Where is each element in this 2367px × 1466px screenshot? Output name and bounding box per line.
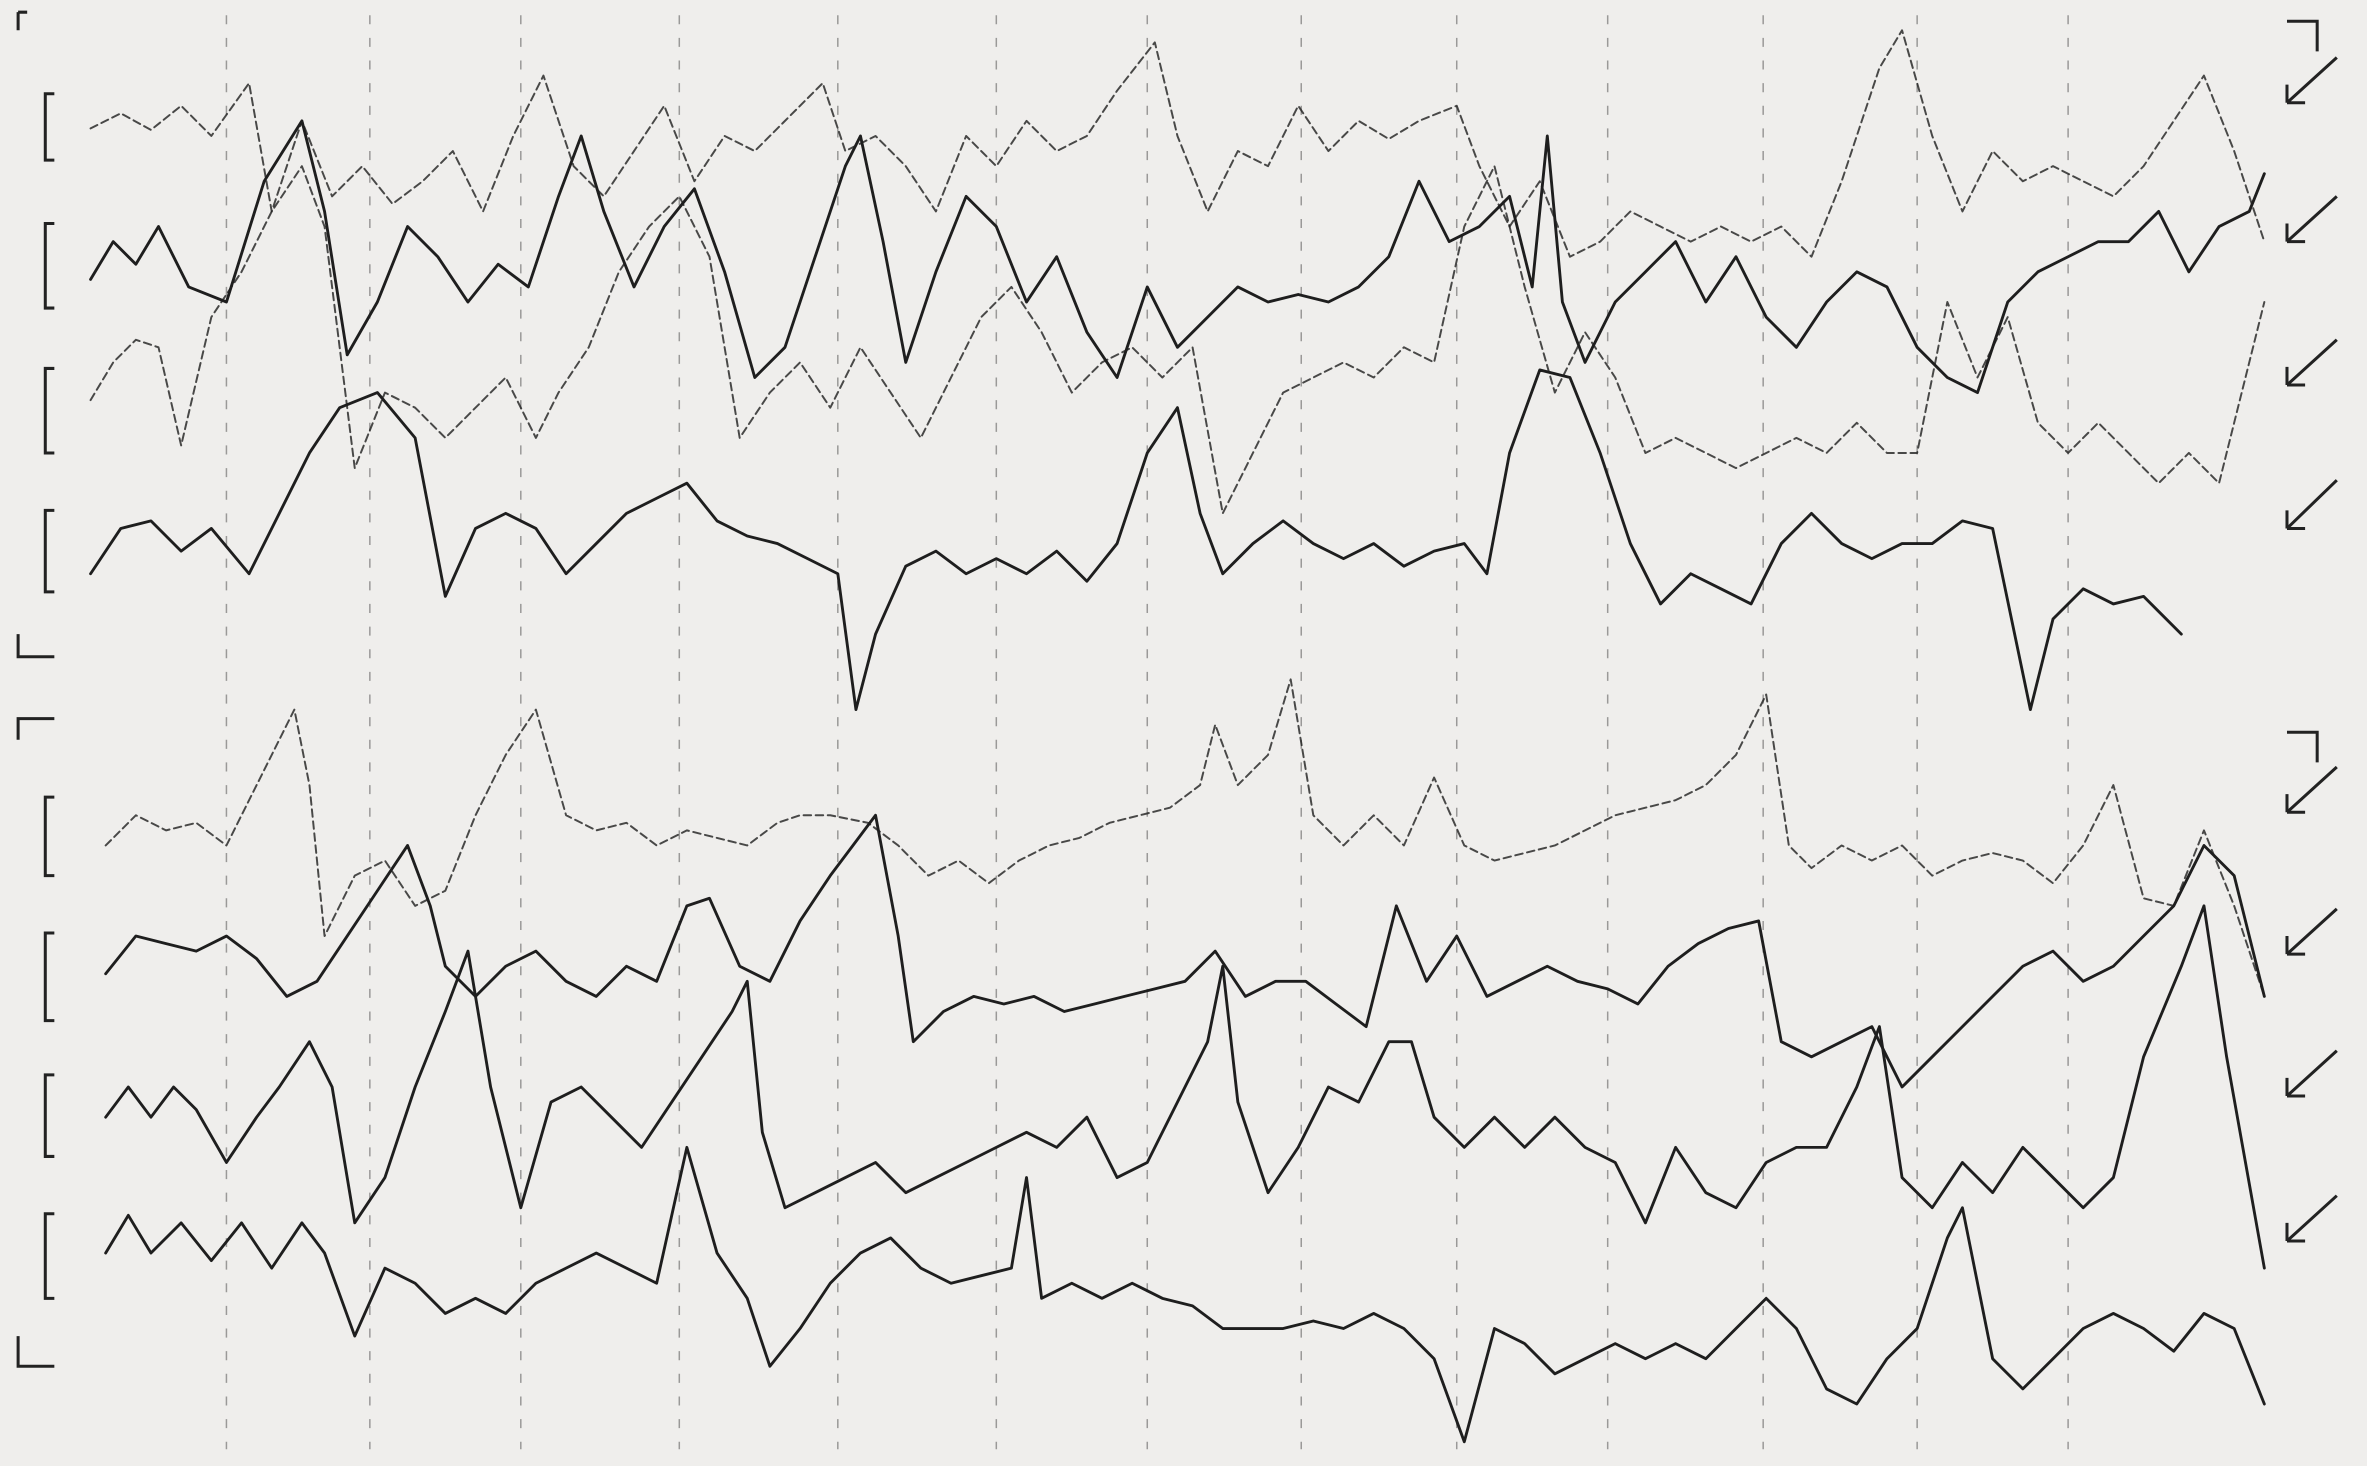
trace [104, 813, 2266, 1089]
bracket [2286, 19, 2319, 52]
arrow [2285, 765, 2338, 814]
traces-upper [89, 29, 2266, 712]
bracket [16, 634, 55, 659]
bracket [16, 717, 55, 740]
bracket [43, 931, 55, 1023]
arrow [2285, 1049, 2338, 1098]
trace [104, 1145, 2266, 1444]
bracket [43, 1073, 55, 1158]
bracket [43, 1212, 55, 1300]
trace [89, 29, 2266, 258]
bracket [43, 222, 55, 310]
traces-lower [104, 678, 2266, 1444]
arrow [2285, 338, 2338, 387]
right-markers [2285, 19, 2338, 1243]
bracket [43, 92, 55, 162]
trace [104, 678, 2266, 998]
arrow [2285, 479, 2338, 530]
bracket [43, 508, 55, 594]
bracket [43, 366, 55, 455]
trace [89, 165, 2266, 515]
arrow [2285, 195, 2338, 244]
trace [104, 904, 2266, 1270]
arrow [2285, 907, 2338, 956]
left-brackets [16, 10, 55, 1368]
arrow [2285, 1194, 2338, 1243]
trace [89, 119, 2266, 395]
bracket [16, 1336, 55, 1368]
bracket [2286, 730, 2319, 763]
trace [89, 368, 2183, 712]
bracket [16, 10, 28, 31]
bracket [43, 795, 55, 878]
arrow [2285, 56, 2338, 105]
